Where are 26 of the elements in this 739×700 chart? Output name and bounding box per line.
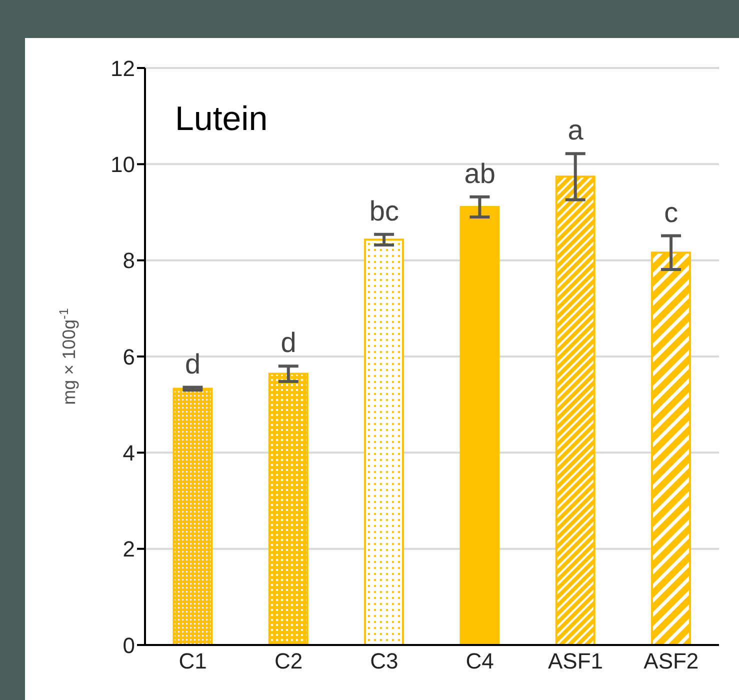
y-tick-label: 0	[122, 632, 135, 658]
text: Lutein	[175, 100, 268, 138]
bar	[268, 372, 308, 645]
annotation: d	[280, 327, 296, 358]
x-tick-label: C1	[178, 648, 207, 674]
bar	[651, 252, 692, 645]
x-tick-label: C4	[466, 648, 494, 674]
bar	[555, 176, 596, 645]
bar	[460, 206, 500, 645]
annotation: c	[664, 196, 678, 228]
x-tick-label: C3	[370, 648, 398, 674]
annotation: bc	[369, 195, 399, 226]
x-tick-label: ASF2	[644, 648, 699, 674]
annotation: d	[185, 348, 201, 380]
y-tick-label: 8	[122, 248, 135, 274]
annotation: a	[568, 114, 584, 146]
annotation: ab	[464, 158, 496, 189]
y-tick-label: 4	[122, 440, 135, 466]
bar	[172, 388, 213, 645]
y-tick-label: 6	[122, 344, 135, 370]
x-tick-label: C2	[274, 648, 303, 674]
y-tick-label: 12	[110, 56, 135, 81]
bar	[364, 238, 404, 645]
y-tick-label: 10	[110, 152, 135, 177]
x-tick-label: ASF1	[548, 648, 604, 674]
y-tick-label: 2	[122, 536, 135, 562]
